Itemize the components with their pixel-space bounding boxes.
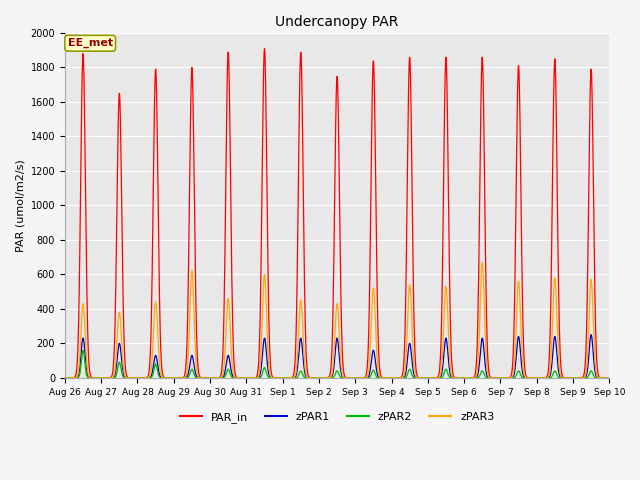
zPAR2 bbox=[557, 375, 565, 381]
Title: Undercanopy PAR: Undercanopy PAR bbox=[275, 15, 399, 29]
Line: zPAR2: zPAR2 bbox=[65, 350, 609, 378]
Line: PAR_in: PAR_in bbox=[65, 48, 609, 378]
zPAR1 bbox=[213, 375, 221, 381]
PAR_in bbox=[605, 375, 613, 381]
PAR_in bbox=[61, 375, 68, 381]
zPAR1 bbox=[365, 373, 372, 379]
zPAR1 bbox=[588, 332, 595, 337]
PAR_in bbox=[365, 329, 372, 335]
zPAR3 bbox=[478, 260, 486, 265]
PAR_in bbox=[353, 375, 361, 381]
PAR_in bbox=[557, 368, 565, 374]
zPAR3 bbox=[495, 375, 503, 381]
Line: zPAR1: zPAR1 bbox=[65, 335, 609, 378]
zPAR1 bbox=[605, 375, 613, 381]
Line: zPAR3: zPAR3 bbox=[65, 263, 609, 378]
zPAR1 bbox=[557, 375, 565, 381]
zPAR2 bbox=[365, 375, 372, 381]
Text: EE_met: EE_met bbox=[68, 38, 113, 48]
PAR_in bbox=[495, 375, 503, 381]
zPAR2 bbox=[79, 348, 87, 353]
Legend: PAR_in, zPAR1, zPAR2, zPAR3: PAR_in, zPAR1, zPAR2, zPAR3 bbox=[175, 408, 499, 428]
Y-axis label: PAR (umol/m2/s): PAR (umol/m2/s) bbox=[15, 159, 25, 252]
zPAR2 bbox=[495, 375, 503, 381]
PAR_in bbox=[213, 375, 221, 381]
zPAR3 bbox=[557, 374, 565, 380]
zPAR1 bbox=[353, 375, 360, 381]
zPAR3 bbox=[573, 375, 580, 381]
zPAR2 bbox=[353, 375, 361, 381]
zPAR2 bbox=[61, 375, 68, 381]
PAR_in bbox=[573, 375, 580, 381]
zPAR3 bbox=[353, 375, 360, 381]
zPAR3 bbox=[365, 369, 372, 375]
zPAR3 bbox=[605, 375, 613, 381]
zPAR1 bbox=[61, 375, 68, 381]
zPAR2 bbox=[605, 375, 613, 381]
zPAR1 bbox=[572, 375, 580, 381]
zPAR3 bbox=[61, 375, 68, 381]
PAR_in bbox=[260, 46, 268, 51]
zPAR3 bbox=[213, 375, 221, 381]
zPAR1 bbox=[495, 375, 503, 381]
zPAR2 bbox=[573, 375, 580, 381]
zPAR2 bbox=[213, 375, 221, 381]
